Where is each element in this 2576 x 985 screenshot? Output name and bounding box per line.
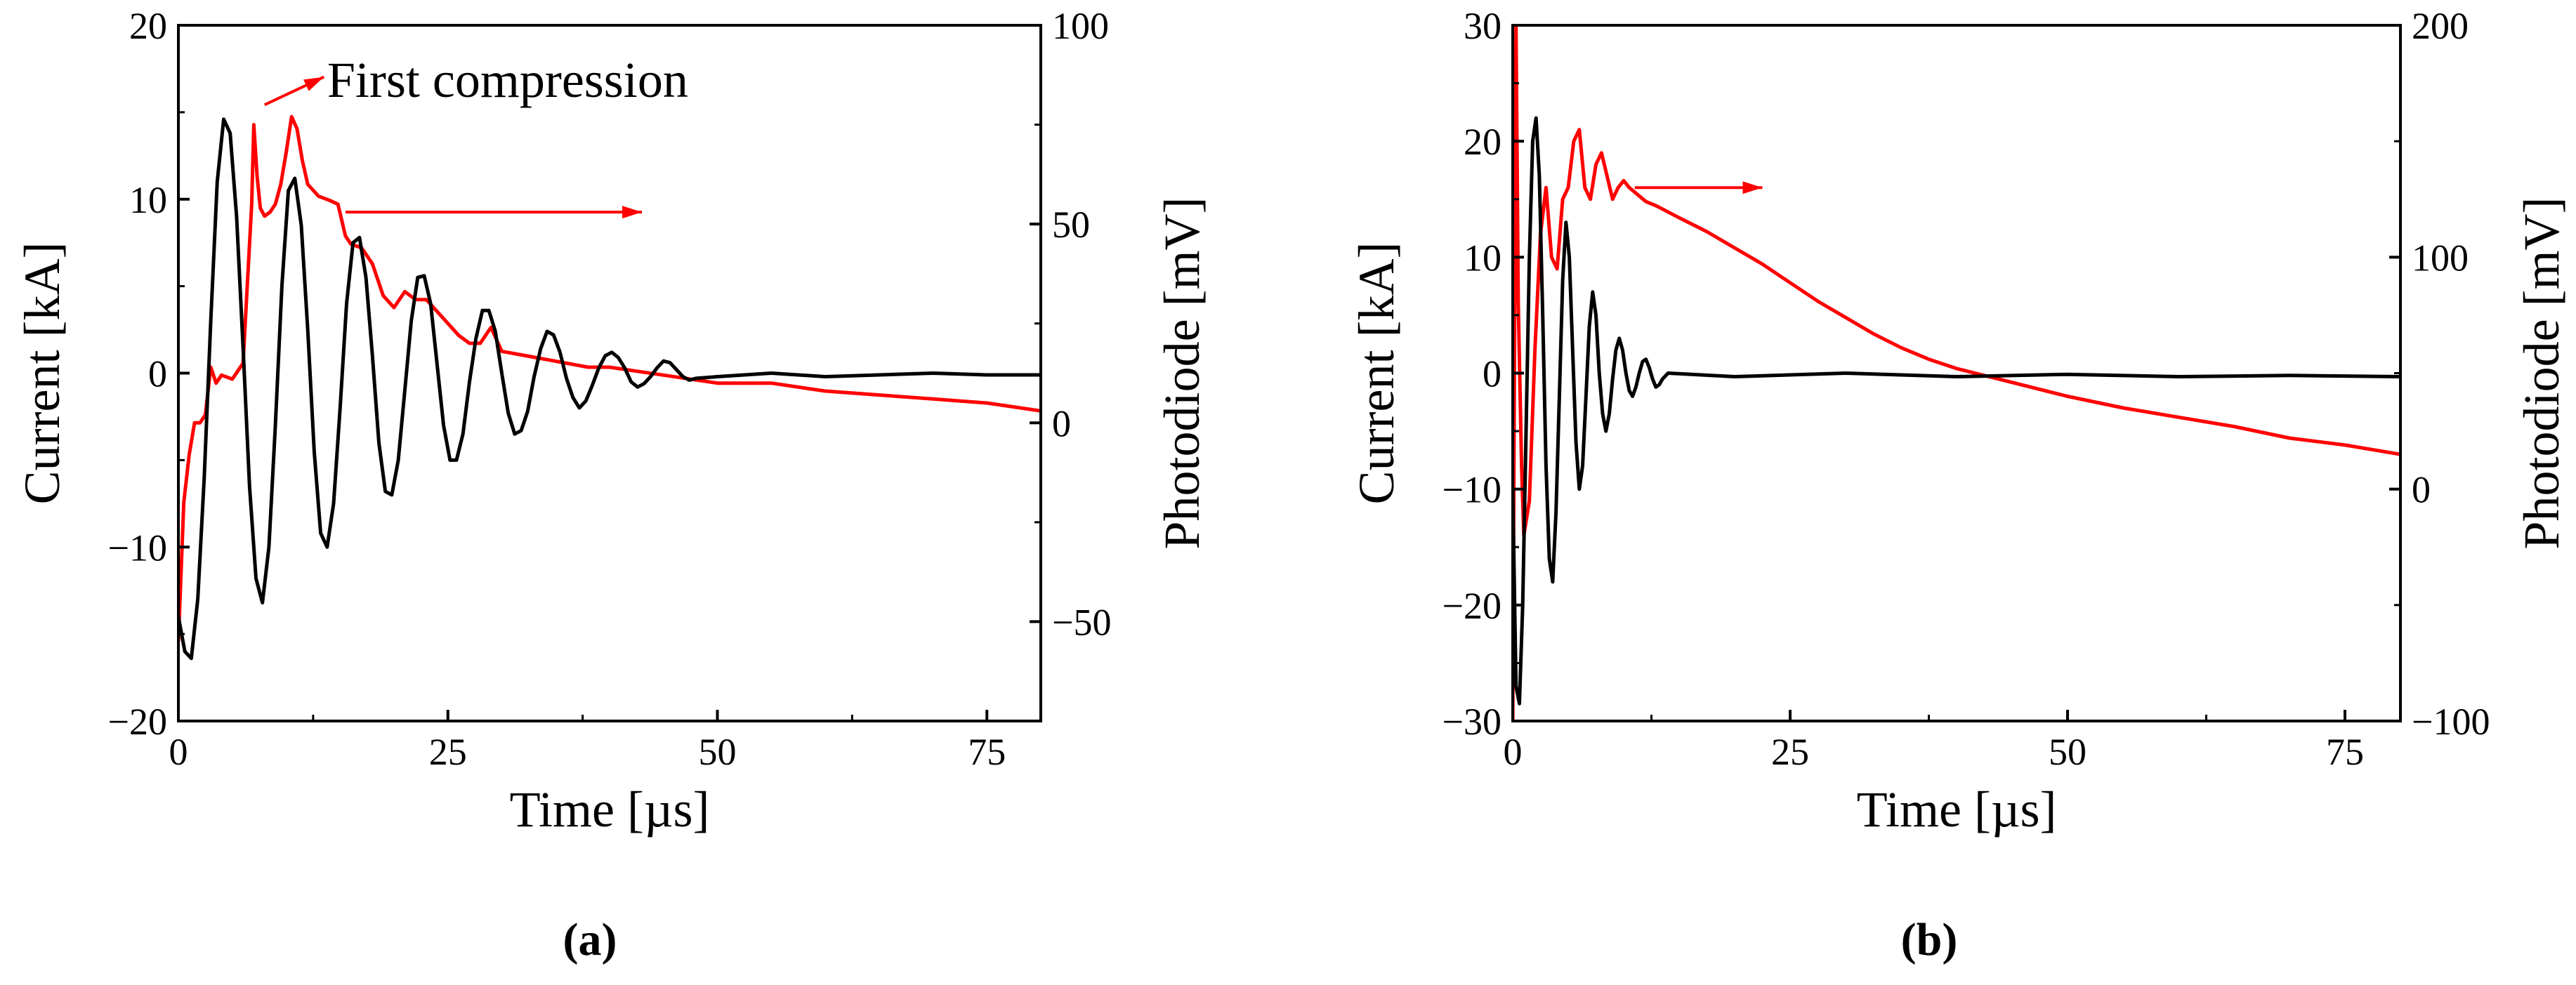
panel-label: (b) xyxy=(1901,914,1958,965)
x-axis-title: Time [µs] xyxy=(510,781,710,838)
y2-tick-label: −50 xyxy=(1052,601,1111,643)
x-tick-label: 0 xyxy=(1504,731,1523,773)
panel-label: (a) xyxy=(563,914,617,965)
x-tick-label: 50 xyxy=(2049,731,2087,773)
y-tick-label: −10 xyxy=(1443,469,1501,511)
x-tick-label: 25 xyxy=(1771,731,1809,773)
y-tick-label: 10 xyxy=(1464,237,1501,279)
y-tick-label: 20 xyxy=(129,5,167,47)
y2-tick-label: 0 xyxy=(2412,469,2431,511)
y-tick-label: 0 xyxy=(1483,353,1501,395)
y-tick-label: 30 xyxy=(1464,5,1501,47)
y-tick-label: 20 xyxy=(1464,121,1501,163)
x-tick-label: 50 xyxy=(699,731,737,773)
current-series-line xyxy=(178,117,1041,661)
y-tick-label: −10 xyxy=(108,527,167,569)
current-series-line xyxy=(1513,116,2400,706)
y2-tick-label: 100 xyxy=(1052,5,1109,47)
photodiode-series-line xyxy=(178,114,1041,642)
y-axis-title: Current [kA] xyxy=(14,242,70,505)
y2-tick-label: 0 xyxy=(1052,402,1071,444)
x-axis-title: Time [µs] xyxy=(1857,781,2057,838)
x-tick-label: 25 xyxy=(429,731,467,773)
y-tick-label: 10 xyxy=(129,179,167,221)
y-tick-label: −30 xyxy=(1443,701,1501,743)
x-tick-label: 75 xyxy=(968,731,1006,773)
y-axis-title: Current [kA] xyxy=(1348,242,1405,505)
y-tick-label: 0 xyxy=(148,353,167,395)
plot-frame xyxy=(1511,24,2402,722)
y2-tick-label: 50 xyxy=(1052,204,1090,246)
y2-tick-label: −100 xyxy=(2412,701,2490,743)
y2-axis-title: Photodiode [mV] xyxy=(1154,197,1210,550)
chart-panel-a: 0 25 50 75 −20 −10 0 10 20 −50 0 50 100 Time [µs] Curr… xyxy=(14,5,1210,965)
y2-axis-title: Photodiode [mV] xyxy=(2513,197,2570,550)
right-axis-arrow xyxy=(1634,181,1763,194)
right-axis-arrow xyxy=(345,206,643,219)
photodiode-series-line xyxy=(1513,25,2400,721)
x-tick-label: 75 xyxy=(2326,731,2364,773)
y-tick-label: −20 xyxy=(108,701,167,743)
annotation-arrow xyxy=(263,75,325,107)
x-tick-label: 0 xyxy=(169,731,188,773)
y2-tick-label: 200 xyxy=(2412,5,2469,47)
y-tick-label: −20 xyxy=(1443,585,1501,627)
annotation-first-compression: First compression xyxy=(327,52,688,108)
y2-tick-label: 100 xyxy=(2412,237,2469,279)
